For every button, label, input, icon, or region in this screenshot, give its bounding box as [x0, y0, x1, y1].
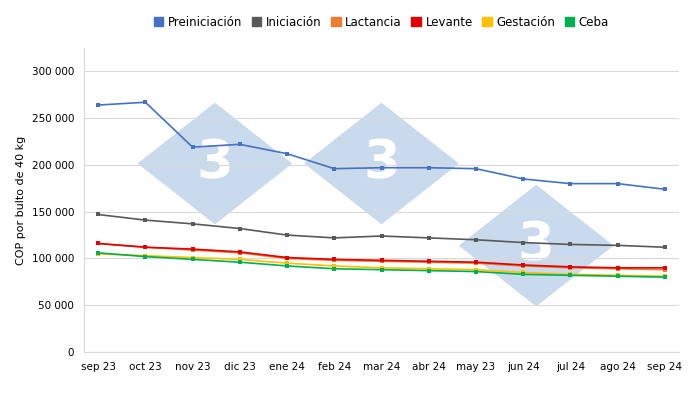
Line: Levante: Levante	[96, 241, 667, 270]
Gestación	[236, 257, 244, 262]
Ceba	[188, 257, 197, 262]
Polygon shape	[137, 103, 293, 224]
Legend: Preiniciación, Iniciación, Lactancia, Levante, Gestación, Ceba: Preiniciación, Iniciación, Lactancia, Le…	[149, 11, 614, 34]
Lactancia	[141, 245, 150, 250]
Iniciación	[188, 222, 197, 226]
Iniciación	[613, 243, 622, 248]
Polygon shape	[459, 185, 613, 306]
Lactancia	[472, 261, 480, 266]
Polygon shape	[304, 103, 459, 224]
Levante	[566, 264, 575, 269]
Gestación	[472, 267, 480, 272]
Lactancia	[188, 248, 197, 252]
Iniciación	[424, 236, 433, 240]
Iniciación	[330, 236, 339, 240]
Gestación	[424, 266, 433, 271]
Ceba	[236, 260, 244, 265]
Y-axis label: COP por bulto de 40 kg: COP por bulto de 40 kg	[16, 135, 26, 265]
Ceba	[424, 268, 433, 273]
Preiniciación	[472, 166, 480, 171]
Lactancia	[613, 266, 622, 271]
Lactancia	[283, 256, 291, 261]
Preiniciación	[283, 151, 291, 156]
Levante	[330, 257, 339, 262]
Gestación	[330, 264, 339, 268]
Lactancia	[236, 250, 244, 255]
Preiniciación	[424, 165, 433, 170]
Levante	[283, 255, 291, 260]
Levante	[661, 266, 669, 270]
Levante	[377, 258, 386, 263]
Preiniciación	[188, 145, 197, 150]
Iniciación	[661, 245, 669, 250]
Line: Gestación: Gestación	[96, 251, 667, 279]
Ceba	[330, 266, 339, 271]
Ceba	[94, 250, 102, 255]
Preiniciación	[613, 181, 622, 186]
Ceba	[566, 273, 575, 278]
Iniciación	[377, 234, 386, 238]
Levante	[188, 247, 197, 252]
Gestación	[613, 273, 622, 278]
Iniciación	[94, 212, 102, 217]
Text: 3: 3	[518, 220, 554, 272]
Preiniciación	[94, 103, 102, 108]
Levante	[424, 259, 433, 264]
Preiniciación	[519, 176, 527, 181]
Iniciación	[141, 218, 150, 222]
Lactancia	[330, 258, 339, 263]
Iniciación	[472, 237, 480, 242]
Gestación	[283, 261, 291, 266]
Preiniciación	[566, 181, 575, 186]
Preiniciación	[330, 166, 339, 171]
Levante	[141, 245, 150, 250]
Line: Preiniciación: Preiniciación	[96, 100, 667, 192]
Ceba	[472, 269, 480, 274]
Text: 3: 3	[363, 138, 400, 190]
Preiniciación	[141, 100, 150, 105]
Lactancia	[519, 264, 527, 268]
Gestación	[141, 253, 150, 258]
Gestación	[519, 270, 527, 275]
Gestación	[94, 251, 102, 256]
Ceba	[377, 267, 386, 272]
Ceba	[141, 254, 150, 259]
Ceba	[661, 275, 669, 280]
Iniciación	[519, 240, 527, 245]
Levante	[472, 260, 480, 265]
Preiniciación	[236, 142, 244, 147]
Gestación	[188, 255, 197, 260]
Levante	[94, 241, 102, 246]
Lactancia	[566, 266, 575, 270]
Lactancia	[661, 267, 669, 272]
Lactancia	[94, 241, 102, 246]
Line: Ceba: Ceba	[96, 250, 667, 280]
Gestación	[661, 274, 669, 279]
Line: Lactancia: Lactancia	[96, 241, 667, 272]
Iniciación	[566, 242, 575, 247]
Lactancia	[424, 260, 433, 265]
Gestación	[566, 272, 575, 277]
Line: Iniciación: Iniciación	[96, 212, 667, 250]
Ceba	[613, 274, 622, 279]
Text: 3: 3	[197, 138, 233, 190]
Levante	[613, 266, 622, 270]
Ceba	[283, 264, 291, 268]
Iniciación	[283, 233, 291, 238]
Levante	[236, 250, 244, 254]
Ceba	[519, 272, 527, 277]
Levante	[519, 263, 527, 268]
Iniciación	[236, 226, 244, 231]
Preiniciación	[377, 165, 386, 170]
Preiniciación	[661, 187, 669, 192]
Gestación	[377, 266, 386, 270]
Lactancia	[377, 259, 386, 264]
